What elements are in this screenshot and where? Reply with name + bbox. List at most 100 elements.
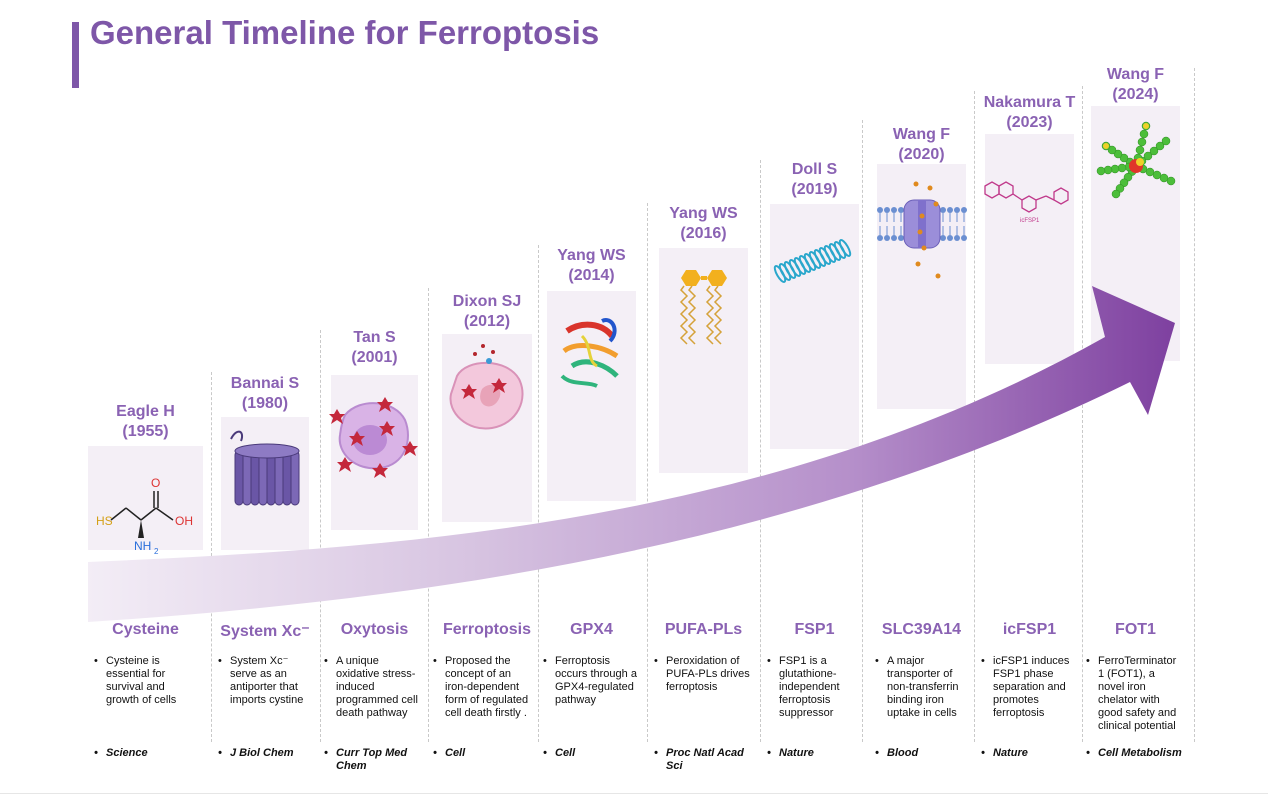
event-topic: FOT1 — [1115, 621, 1156, 638]
bullet-icon: • — [324, 655, 328, 667]
author-name: Dixon SJ — [452, 293, 522, 310]
journal-text: Curr Top Med Chem — [336, 747, 408, 772]
bullet-icon: • — [875, 655, 879, 667]
description-text: Peroxidation of PUFA-PLs drives ferropto… — [666, 655, 750, 693]
publication-year: (2016) — [680, 225, 727, 242]
bullet-icon: • — [654, 747, 658, 759]
protein-structure-icon — [560, 318, 619, 388]
event-topic: Oxytosis — [340, 621, 409, 638]
molecule-model-icon — [1096, 121, 1175, 199]
journal-name: • Nature — [981, 747, 1079, 760]
cysteine-label-o: O — [151, 476, 160, 490]
bullet-icon: • — [875, 747, 879, 759]
bullet-icon: • — [981, 747, 985, 759]
author-name: Nakamura T — [983, 94, 1076, 111]
event-description: • Peroxidation of PUFA-PLs drives ferropt… — [654, 655, 752, 694]
journal-name: • Science — [94, 747, 188, 760]
bullet-icon: • — [1086, 747, 1090, 759]
event-description: • A unique oxidative stress-induced progr… — [324, 655, 422, 720]
journal-text: Science — [106, 747, 148, 759]
bullet-icon: • — [94, 747, 98, 759]
bullet-icon: • — [433, 747, 437, 759]
journal-text: Nature — [779, 747, 814, 759]
bullet-icon: • — [767, 747, 771, 759]
timeline-divider — [1194, 68, 1195, 742]
publication-year: (2014) — [568, 267, 615, 284]
description-text: FerroTerminator 1 (FOT1), a novel iron c… — [1098, 655, 1177, 732]
publication-year: (2019) — [791, 181, 838, 198]
event-author: Wang F (2024) — [1076, 65, 1196, 105]
event-description: • icFSP1 induces FSP1 phase separation an… — [981, 655, 1079, 720]
author-name: Wang F — [892, 126, 951, 143]
bullet-icon: • — [543, 747, 547, 759]
event-topic: icFSP1 — [1002, 621, 1057, 638]
fsp1-protein-icon — [773, 239, 851, 283]
event-description: • System Xc⁻ serve as an antiporter that … — [218, 655, 316, 707]
cysteine-label-oh: OH — [175, 514, 193, 528]
publication-year: (1955) — [122, 423, 169, 440]
event-topic: SLC39A14 — [881, 621, 962, 638]
event-description: • FSP1 is a glutathione-independent ferro… — [767, 655, 865, 720]
event-topic: Cysteine — [112, 621, 179, 638]
journal-name: • Cell — [433, 747, 531, 760]
author-name: Bannai S — [230, 375, 300, 392]
timeline-divider — [428, 288, 429, 742]
transporter-channel-icon — [230, 430, 300, 506]
publication-year: (2001) — [351, 349, 398, 366]
journal-name: • J Biol Chem — [218, 747, 316, 760]
event-author: Eagle H (1955) — [86, 402, 206, 442]
journal-text: Cell — [555, 747, 576, 759]
bullet-icon: • — [324, 747, 328, 759]
journal-text: Proc Natl Acad Sci — [666, 747, 744, 772]
journal-name: • Nature — [767, 747, 865, 760]
timeline-divider — [647, 203, 648, 742]
description-text: Proposed the concept of an iron-dependen… — [445, 655, 529, 719]
journal-text: Cell — [445, 747, 466, 759]
oxidative-stress-cell-icon — [328, 397, 418, 478]
bullet-icon: • — [1086, 655, 1090, 667]
timeline-divider — [760, 160, 761, 742]
description-text: A major transporter of non-transferrin b… — [887, 655, 959, 719]
dying-cell-icon — [449, 344, 524, 430]
event-author: Yang WS (2016) — [644, 204, 764, 244]
bullet-icon: • — [981, 655, 985, 667]
timeline-divider — [538, 245, 539, 742]
bottom-rule — [0, 793, 1268, 794]
publication-year: (2024) — [1112, 86, 1159, 103]
journal-text: Nature — [993, 747, 1028, 759]
description-text: Cysteine is essential for survival and g… — [106, 655, 177, 706]
journal-text: Cell Metabolism — [1098, 747, 1182, 759]
bullet-icon: • — [218, 655, 222, 667]
event-author: Bannai S (1980) — [205, 374, 325, 414]
timeline-panel — [659, 248, 748, 473]
timeline-divider — [1082, 86, 1083, 742]
author-name: Yang WS — [669, 205, 738, 222]
description-text: FSP1 is a glutathione-independent ferrop… — [779, 655, 840, 719]
description-text: A unique oxidative stress-induced progra… — [336, 655, 418, 719]
bullet-icon: • — [94, 655, 98, 667]
author-name: Eagle H — [116, 403, 175, 420]
event-author: Doll S (2019) — [755, 160, 875, 200]
event-description: • FerroTerminator 1 (FOT1), a novel iron … — [1086, 655, 1184, 733]
publication-year: (2023) — [1006, 114, 1053, 131]
title-accent-bar — [72, 22, 79, 88]
journal-name: • Curr Top Med Chem — [324, 747, 422, 773]
description-text: Ferroptosis occurs through a GPX4-regula… — [555, 655, 637, 706]
page-title: General Timeline for Ferroptosis — [90, 14, 600, 51]
journal-name: • Blood — [875, 747, 973, 760]
bullet-icon: • — [433, 655, 437, 667]
event-description: • A major transporter of non-transferrin … — [875, 655, 973, 720]
author-name: Doll S — [791, 161, 838, 178]
journal-name: • Proc Natl Acad Sci — [654, 747, 752, 773]
bullet-icon: • — [654, 655, 658, 667]
author-name: Yang WS — [557, 247, 626, 264]
bullet-icon: • — [543, 655, 547, 667]
icfsp1-label: icFSP1 — [1020, 218, 1040, 224]
cysteine-structure-icon: HS O OH NH 2 — [96, 476, 193, 556]
phospholipid-icon — [679, 270, 727, 345]
event-topic: System Xc⁻ — [220, 623, 310, 640]
event-topic: PUFA-PLs — [664, 621, 743, 638]
journal-text: J Biol Chem — [230, 747, 294, 759]
event-topic: GPX4 — [570, 621, 613, 638]
event-author: Nakamura T (2023) — [970, 93, 1090, 133]
